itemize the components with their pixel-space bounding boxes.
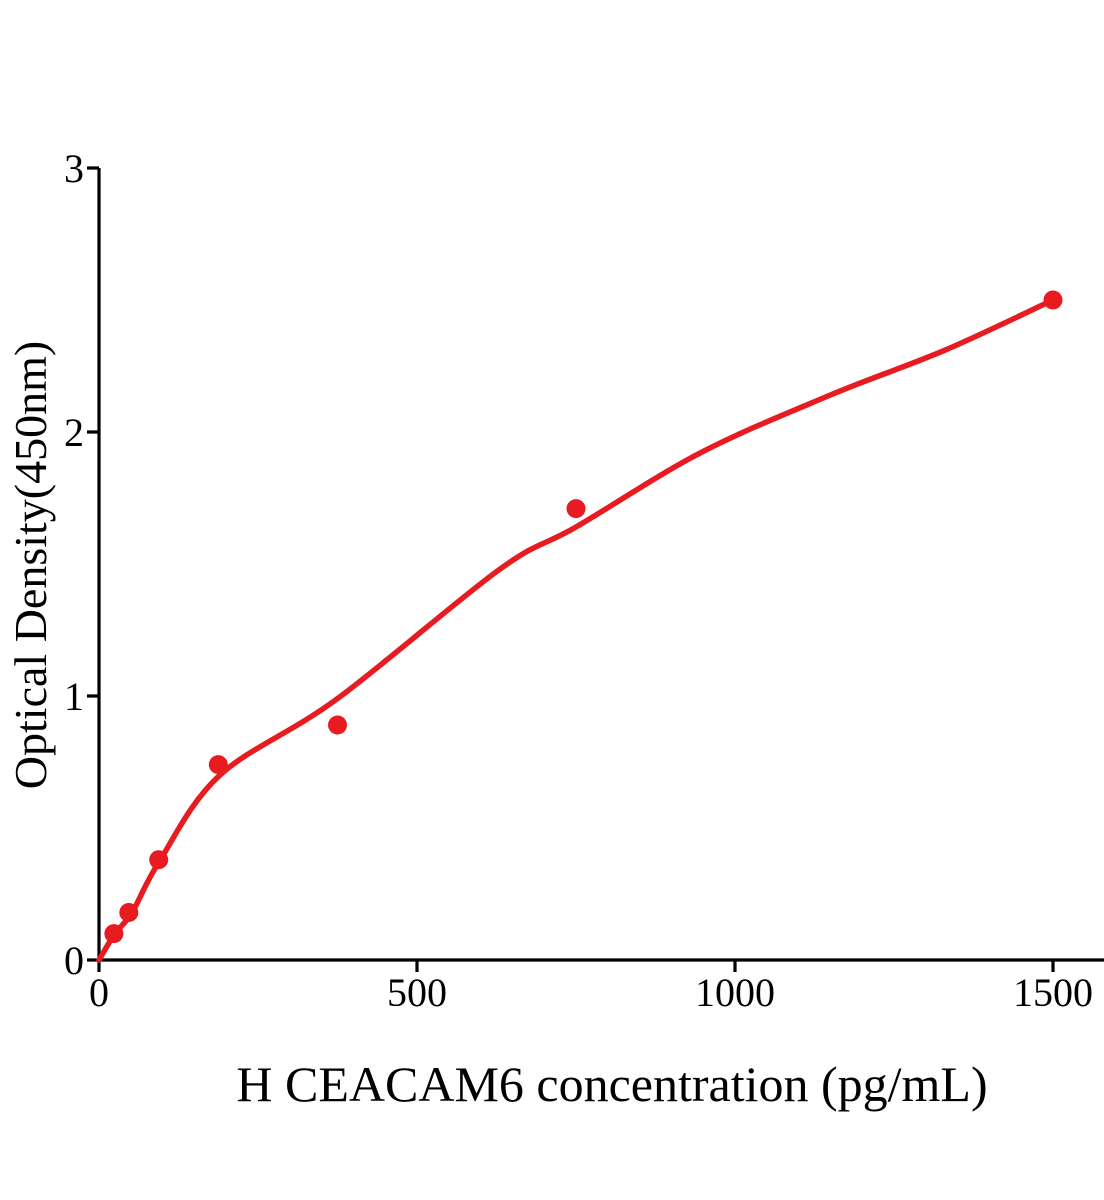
- data-point-marker: [119, 903, 139, 922]
- data-point-marker: [1043, 290, 1063, 310]
- y-tick-label: 1: [64, 674, 84, 719]
- fit-curve-line: [96, 297, 1056, 963]
- x-tick-label: 1500: [1013, 970, 1093, 1015]
- data-point-marker: [208, 755, 228, 775]
- series-layer: [96, 290, 1063, 963]
- y-tick-label: 2: [64, 410, 84, 455]
- data-point-marker: [149, 850, 169, 870]
- data-point-marker: [328, 715, 347, 735]
- data-point-marker: [566, 499, 586, 519]
- y-tick-label: 3: [64, 146, 84, 191]
- y-tick-label: 0: [64, 938, 84, 983]
- x-tick-label: 1000: [695, 970, 775, 1015]
- axes-layer: [87, 166, 1104, 972]
- y-axis-title: Optical Density(450nm): [5, 341, 56, 789]
- x-tick-label: 500: [387, 970, 447, 1015]
- x-axis-title: H CEACAM6 concentration (pg/mL): [236, 1056, 987, 1112]
- tick-label-layer: 0 500 1000 1500 0 1 2 3: [64, 146, 1093, 1015]
- x-tick-label: 0: [89, 970, 109, 1015]
- data-point-marker: [104, 924, 124, 944]
